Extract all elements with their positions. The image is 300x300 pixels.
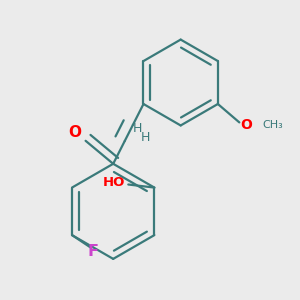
Text: HO: HO [103,176,125,190]
Text: CH₃: CH₃ [262,120,283,130]
Text: O: O [240,118,252,132]
Text: F: F [88,244,99,260]
Text: O: O [68,125,81,140]
Text: H: H [132,122,142,135]
Text: H: H [140,131,150,144]
